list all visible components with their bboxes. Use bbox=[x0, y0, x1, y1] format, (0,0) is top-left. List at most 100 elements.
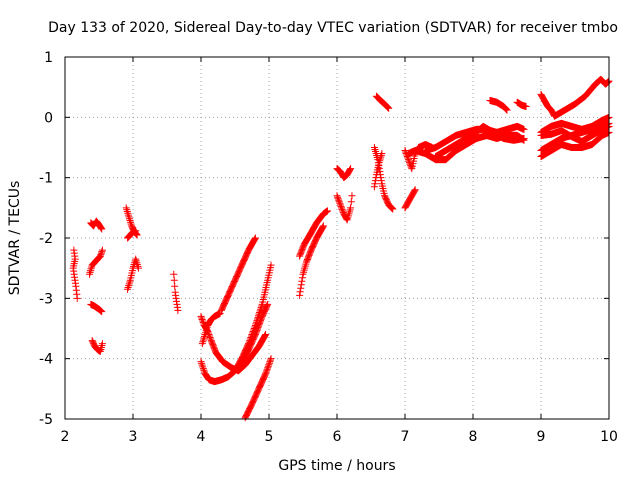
data-point bbox=[603, 79, 611, 87]
data-point bbox=[264, 364, 272, 372]
data-point bbox=[198, 361, 206, 369]
data-point bbox=[262, 331, 270, 339]
data-point bbox=[98, 340, 106, 348]
x-tick-label: 8 bbox=[469, 429, 478, 445]
data-point bbox=[122, 204, 130, 212]
data-point bbox=[377, 177, 385, 185]
data-point bbox=[370, 183, 378, 191]
data-point bbox=[245, 338, 253, 346]
data-point bbox=[385, 104, 393, 112]
data-point bbox=[383, 102, 391, 110]
data-point bbox=[86, 268, 94, 276]
data-point bbox=[337, 202, 345, 210]
data-point bbox=[123, 207, 131, 215]
data-point bbox=[411, 186, 419, 194]
data-point bbox=[203, 325, 211, 333]
data-point bbox=[265, 361, 273, 369]
data-point bbox=[343, 215, 351, 223]
data-point bbox=[247, 334, 255, 342]
data-point bbox=[133, 231, 141, 239]
plot-frame bbox=[64, 56, 610, 420]
data-point bbox=[520, 125, 528, 133]
data-point bbox=[319, 222, 327, 230]
data-point bbox=[98, 308, 106, 316]
x-tick-label: 10 bbox=[600, 429, 618, 445]
data-point bbox=[127, 220, 135, 228]
data-point bbox=[296, 291, 304, 299]
y-tick-label: -4 bbox=[39, 352, 53, 368]
data-point bbox=[132, 255, 140, 263]
data-point bbox=[257, 304, 265, 312]
data-point bbox=[267, 261, 275, 269]
data-point bbox=[347, 165, 355, 173]
grid-lines bbox=[65, 57, 609, 419]
data-point bbox=[97, 249, 105, 257]
x-axis-label: GPS time / hours bbox=[278, 458, 395, 474]
data-points bbox=[69, 75, 613, 422]
x-tick-label: 9 bbox=[537, 429, 546, 445]
data-point bbox=[170, 270, 178, 278]
data-point bbox=[258, 302, 266, 310]
data-point bbox=[98, 246, 106, 254]
data-point bbox=[377, 151, 385, 159]
data-point bbox=[199, 336, 207, 344]
data-point bbox=[123, 206, 131, 214]
data-point bbox=[256, 308, 264, 316]
data-point bbox=[207, 335, 215, 343]
data-point bbox=[252, 318, 260, 326]
y-axis-label: SDTVAR / TECUs bbox=[7, 181, 23, 296]
x-tick-label: 5 bbox=[265, 429, 274, 445]
data-point bbox=[253, 315, 261, 323]
data-point bbox=[503, 106, 511, 114]
data-point bbox=[248, 331, 256, 339]
data-point bbox=[604, 78, 612, 86]
data-point bbox=[170, 276, 178, 284]
data-point bbox=[252, 320, 260, 328]
data-point bbox=[384, 103, 392, 111]
data-point bbox=[97, 224, 105, 232]
y-tick-label: -2 bbox=[39, 231, 53, 247]
data-point bbox=[296, 288, 304, 296]
data-point bbox=[255, 312, 263, 320]
data-point bbox=[502, 105, 510, 113]
data-point bbox=[73, 294, 81, 302]
data-point bbox=[124, 209, 132, 217]
data-point bbox=[87, 265, 95, 273]
data-point bbox=[338, 204, 346, 212]
data-point bbox=[411, 187, 419, 195]
data-point bbox=[171, 282, 179, 290]
data-point bbox=[522, 102, 530, 110]
data-point bbox=[174, 306, 182, 314]
x-tick-label: 7 bbox=[401, 429, 410, 445]
data-point bbox=[338, 205, 346, 213]
data-point bbox=[125, 213, 133, 221]
data-point bbox=[251, 235, 259, 243]
data-point bbox=[256, 307, 264, 315]
x-tick-label: 2 bbox=[61, 429, 70, 445]
data-point bbox=[388, 204, 396, 212]
data-point bbox=[200, 366, 208, 374]
data-point bbox=[255, 310, 263, 318]
data-point bbox=[98, 225, 106, 233]
data-point bbox=[250, 326, 258, 334]
data-point bbox=[334, 195, 342, 203]
data-point bbox=[375, 165, 383, 173]
data-point bbox=[206, 334, 214, 342]
data-point bbox=[124, 283, 132, 291]
data-point bbox=[87, 267, 95, 275]
data-point bbox=[266, 358, 274, 366]
data-point bbox=[199, 363, 207, 371]
data-point bbox=[389, 205, 397, 213]
data-point bbox=[198, 340, 206, 348]
data-point bbox=[262, 370, 270, 378]
data-point bbox=[263, 367, 271, 375]
data-point bbox=[401, 147, 409, 155]
data-point bbox=[372, 174, 380, 182]
data-point bbox=[298, 277, 306, 285]
data-point bbox=[266, 356, 274, 364]
data-point bbox=[261, 331, 269, 339]
data-point bbox=[347, 204, 355, 212]
data-point bbox=[199, 318, 207, 326]
data-point bbox=[265, 359, 273, 367]
